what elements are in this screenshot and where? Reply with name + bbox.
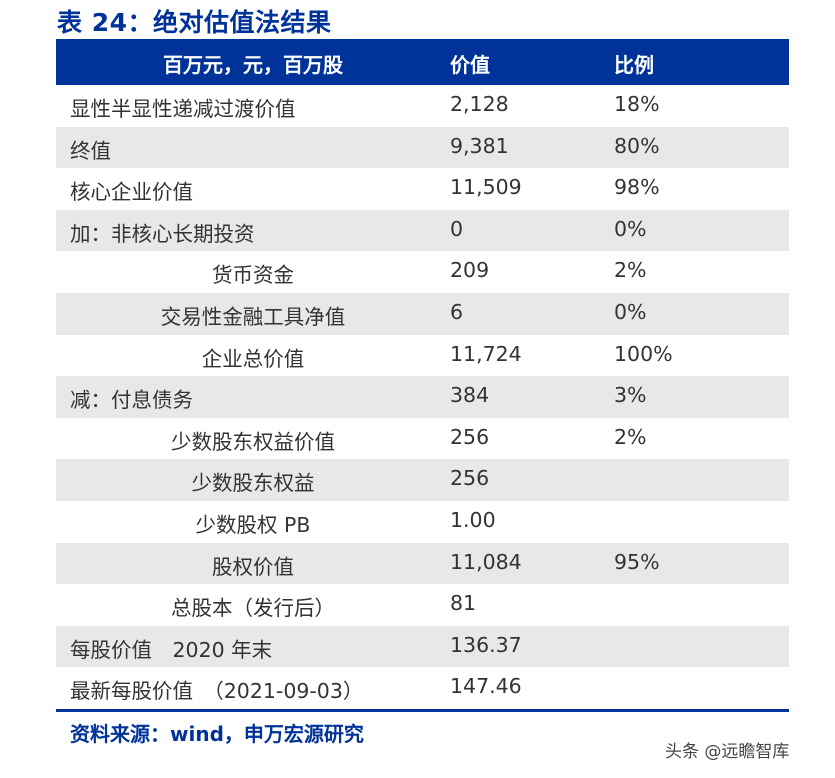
row-label: 每股价值 2020 年末 bbox=[70, 637, 273, 662]
table-body: 显性半显性递减过渡价值 2,128 18% 终值 9,381 80% 核心企业价值 11,50… bbox=[56, 85, 789, 709]
row-value: 209 bbox=[450, 258, 490, 283]
row-ratio: 100% bbox=[614, 341, 673, 366]
row-label: 少数股东权益价值 bbox=[171, 429, 335, 454]
table-row: 股权价值 11,084 95% bbox=[56, 542, 789, 585]
source-note: 资料来源：wind，申万宏源研究 bbox=[70, 722, 364, 746]
row-ratio: 2% bbox=[614, 424, 647, 449]
row-label: 总股本（发行后） bbox=[171, 596, 335, 621]
row-label: 最新每股价值 （2021-09-03） bbox=[70, 679, 364, 704]
table-row: 少数股东权益 256 bbox=[56, 459, 789, 501]
row-value: 0 bbox=[450, 216, 464, 241]
table-row: 总股本（发行后） 81 bbox=[56, 584, 789, 626]
row-label: 货币资金 bbox=[212, 263, 294, 288]
table-row: 每股价值 2020 年末 136.37 bbox=[56, 625, 789, 668]
row-value: 1.00 bbox=[450, 507, 496, 532]
row-value: 11,509 bbox=[450, 175, 522, 200]
row-value: 11,724 bbox=[450, 341, 522, 366]
row-value: 9,381 bbox=[450, 133, 509, 158]
row-ratio: 0% bbox=[614, 299, 647, 324]
row-ratio: 0% bbox=[614, 216, 647, 241]
table-row: 少数股东权益价值 256 2% bbox=[56, 418, 789, 460]
row-label: 交易性金融工具净值 bbox=[160, 304, 346, 329]
table-row: 显性半显性递减过渡价值 2,128 18% bbox=[56, 85, 789, 127]
table-row: 最新每股价值 （2021-09-03） 147.46 bbox=[56, 667, 789, 709]
row-value: 6 bbox=[450, 299, 464, 324]
table-header: 百万元，元，百万股 价值 比例 bbox=[56, 39, 789, 85]
row-value: 11,084 bbox=[450, 549, 522, 574]
row-value: 2,128 bbox=[450, 92, 509, 116]
row-ratio: 18% bbox=[614, 92, 660, 116]
row-value: 384 bbox=[450, 383, 490, 408]
row-label: 核心企业价值 bbox=[70, 180, 193, 205]
row-value: 256 bbox=[450, 466, 490, 491]
row-label: 显性半显性递减过渡价值 bbox=[70, 97, 296, 121]
table-bottom-rule bbox=[56, 708, 789, 712]
row-ratio: 2% bbox=[614, 258, 647, 283]
row-ratio: 80% bbox=[614, 133, 660, 158]
header-value: 价值 bbox=[450, 53, 490, 77]
watermark: 头条 @远瞻智库 bbox=[665, 742, 790, 762]
row-label: 企业总价值 bbox=[201, 346, 305, 371]
table-row: 货币资金 209 2% bbox=[56, 251, 789, 293]
valuation-table: 百万元，元，百万股 价值 比例 显性半显性递减过渡价值 2,128 18% 终值 9,3… bbox=[56, 39, 789, 712]
header-unit: 百万元，元，百万股 bbox=[163, 53, 343, 77]
row-ratio: 95% bbox=[614, 549, 660, 574]
table-row: 交易性金融工具净值 6 0% bbox=[56, 292, 789, 335]
table-row: 核心企业价值 11,509 98% bbox=[56, 168, 789, 210]
row-value: 81 bbox=[450, 591, 477, 616]
row-value: 147.46 bbox=[450, 674, 522, 699]
table-row: 少数股权 PB 1.00 bbox=[56, 501, 789, 543]
row-label: 股权价值 bbox=[212, 554, 294, 579]
row-value: 256 bbox=[450, 424, 490, 449]
row-ratio: 98% bbox=[614, 175, 660, 200]
row-value: 136.37 bbox=[450, 632, 522, 657]
table-row: 加：非核心长期投资 0 0% bbox=[56, 209, 789, 252]
row-label: 加：非核心长期投资 bbox=[70, 221, 255, 246]
row-ratio: 3% bbox=[614, 383, 647, 408]
table-row: 减：付息债务 384 3% bbox=[56, 376, 789, 418]
row-label: 减：付息债务 bbox=[70, 388, 193, 413]
header-ratio: 比例 bbox=[614, 53, 654, 77]
table-title: 表 24：绝对估值法结果 bbox=[57, 8, 332, 37]
table-row: 终值 9,381 80% bbox=[56, 126, 789, 169]
row-label: 终值 bbox=[70, 138, 111, 163]
row-label: 少数股权 PB bbox=[195, 512, 311, 537]
row-label: 少数股东权益 bbox=[191, 471, 315, 496]
table-row: 企业总价值 11,724 100% bbox=[56, 335, 789, 377]
